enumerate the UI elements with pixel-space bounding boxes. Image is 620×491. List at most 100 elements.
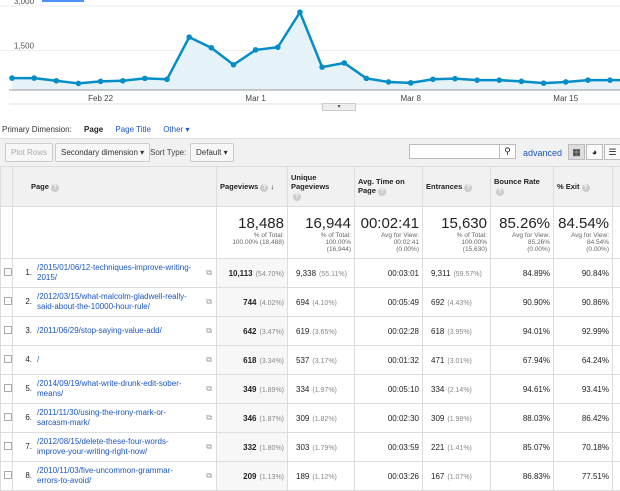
collapse-chart-handle[interactable]: ▾ [322,103,356,111]
row-checkbox[interactable] [4,326,12,334]
data-point[interactable] [497,77,503,83]
external-link-icon[interactable]: ⧉ [206,413,212,423]
row-checkbox[interactable] [4,384,12,392]
row-checkbox[interactable] [4,268,12,276]
col-page[interactable]: Page? [13,167,217,207]
data-point[interactable] [607,77,613,83]
external-link-icon[interactable]: ⧉ [206,384,212,394]
row-checkbox-cell[interactable] [1,317,13,346]
pageviews-cell: 744(4.02%) [217,288,288,317]
page-link[interactable]: /2012/08/15/delete-these-four-words-impr… [37,437,195,457]
data-point[interactable] [9,75,15,81]
help-icon[interactable]: ? [464,184,472,192]
pie-view-icon[interactable]: ◕ [586,144,603,160]
data-point[interactable] [474,77,480,83]
row-checkbox[interactable] [4,355,12,363]
data-point[interactable] [563,79,569,85]
pageviews-value: 642 [243,327,256,336]
data-point[interactable] [364,76,370,82]
row-checkbox-cell[interactable] [1,462,13,491]
page-link[interactable]: /2011/11/30/using-the-irony-mark-or-sarc… [37,408,195,428]
data-point[interactable] [386,79,392,85]
data-point[interactable] [142,76,148,82]
data-point[interactable] [541,80,547,86]
help-icon[interactable]: ? [582,184,590,192]
data-point[interactable] [76,81,82,87]
data-point[interactable] [120,78,126,84]
data-point[interactable] [341,60,347,66]
help-icon[interactable]: ? [378,188,386,196]
data-point[interactable] [31,75,37,81]
pageviews-value: 618 [243,356,256,365]
secondary-dimension-dropdown[interactable]: Secondary dimension ▾ [55,143,150,162]
data-point[interactable] [297,9,303,15]
plot-rows-button[interactable]: Plot Rows [5,143,53,162]
page-link[interactable]: /2014/09/19/what-write-drunk-edit-sober-… [37,379,195,399]
entrances-percent: (1.41%) [447,445,472,452]
unique-percent: (1.79%) [312,445,337,452]
external-link-icon[interactable]: ⧉ [206,355,212,365]
page-link[interactable]: /2010/11/03/five-uncommon-grammar-errors… [37,466,195,486]
data-point[interactable] [585,77,591,83]
data-point[interactable] [408,80,414,86]
col-exit[interactable]: % Exit? [554,167,613,207]
total-entrances: 15,630% of Total:100.00%(15,630) [423,207,491,259]
data-point[interactable] [519,79,525,85]
row-checkbox-cell[interactable] [1,288,13,317]
data-point[interactable] [209,45,215,51]
page-link[interactable]: /2015/01/06/12-techniques-improve-writin… [37,263,195,283]
col-avg-time[interactable]: Avg. Time on Page? [355,167,423,207]
help-icon[interactable]: ? [51,184,59,192]
table-view-icon[interactable]: ▦ [568,144,585,160]
col-pageviews[interactable]: Pageviews? ↓ [217,167,288,207]
data-point[interactable] [430,76,436,82]
row-number: 2. [16,297,32,307]
performance-view-icon[interactable]: ☰ [604,144,620,160]
col-bounce-rate[interactable]: Bounce Rate? [491,167,554,207]
advanced-filter-link[interactable]: advanced [523,148,562,158]
col-entrances[interactable]: Entrances? [423,167,491,207]
data-point[interactable] [231,62,237,68]
row-checkbox[interactable] [4,413,12,421]
row-checkbox-cell[interactable] [1,375,13,404]
dimension-other[interactable]: Other ▾ [163,125,189,134]
page-link[interactable]: /2011/06/29/stop-saying-value-add/ [37,326,195,336]
data-point[interactable] [253,47,259,53]
y-tick-label: 3,000 [14,0,35,6]
row-checkbox-cell[interactable] [1,433,13,462]
dimension-page-title[interactable]: Page Title [115,125,151,134]
external-link-icon[interactable]: ⧉ [206,471,212,481]
pageviews-cell: 209(1.13%) [217,462,288,491]
row-checkbox-cell[interactable] [1,259,13,288]
table-search-input[interactable]: ⚲ [409,144,516,159]
row-checkbox[interactable] [4,297,12,305]
row-checkbox-cell[interactable] [1,404,13,433]
row-checkbox[interactable] [4,471,12,479]
help-icon[interactable]: ? [496,188,504,196]
page-link[interactable]: /2012/03/15/what-malcolm-gladwell-really… [37,292,195,312]
x-tick-label: Mar 15 [553,94,578,103]
external-link-icon[interactable]: ⧉ [206,326,212,336]
dimension-page[interactable]: Page [84,125,103,134]
data-point[interactable] [164,76,170,82]
data-point[interactable] [319,64,325,70]
external-link-icon[interactable]: ⧉ [206,268,212,278]
data-point[interactable] [275,44,281,50]
select-all-checkbox-cell[interactable] [1,167,13,207]
help-icon[interactable]: ? [260,184,268,192]
external-link-icon[interactable]: ⧉ [206,297,212,307]
search-icon[interactable]: ⚲ [499,145,515,158]
data-point[interactable] [98,79,104,85]
help-icon[interactable]: ? [293,193,301,201]
external-link-icon[interactable]: ⧉ [206,442,212,452]
data-point[interactable] [186,34,192,40]
row-number: 3. [16,326,32,336]
data-point[interactable] [54,78,60,84]
col-unique-pageviews[interactable]: Unique Pageviews? [288,167,355,207]
data-point[interactable] [452,76,458,82]
total-bounce: 85.26%Avg for View:85.26%(0.00%) [491,207,554,259]
row-checkbox[interactable] [4,442,12,450]
page-link[interactable]: / [37,355,195,365]
sort-type-dropdown[interactable]: Default ▾ [190,143,234,162]
row-checkbox-cell[interactable] [1,346,13,375]
